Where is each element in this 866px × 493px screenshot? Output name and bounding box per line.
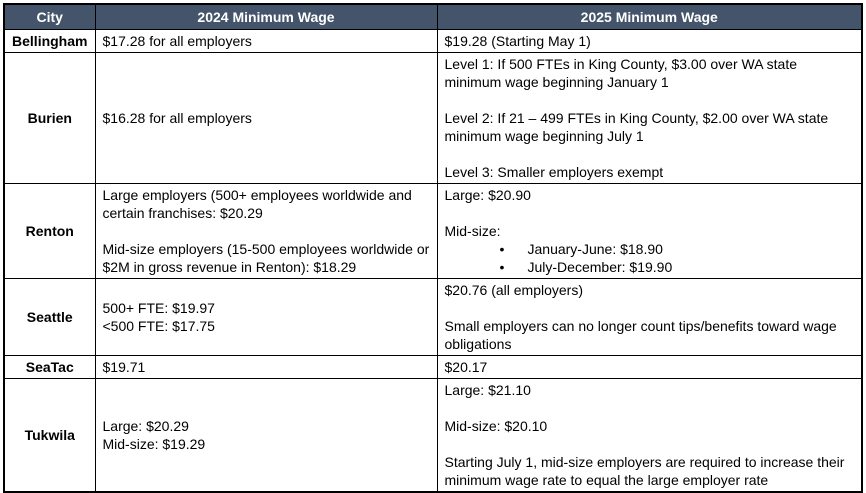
table-row: Tukwila Large: $20.29 Mid-size: $19.29 Larg… bbox=[3, 377, 863, 492]
paragraph-spacer bbox=[445, 91, 856, 109]
cell-paragraph: Starting July 1, mid-size employers are … bbox=[444, 453, 845, 488]
cell-paragraph: Large: $21.10 bbox=[444, 381, 531, 398]
cell-paragraph: Level 3: Smaller employers exempt bbox=[444, 163, 664, 180]
table-row: Renton Large employers (500+ employees wo… bbox=[3, 182, 863, 279]
wage-2024-cell: $17.28 for all employers bbox=[94, 28, 438, 53]
wage-2025-cell: $19.28 (Starting May 1) bbox=[436, 28, 863, 53]
cell-paragraph: $19.28 (Starting May 1) bbox=[444, 32, 591, 49]
header-row: City 2024 Minimum Wage 2025 Minimum Wage bbox=[3, 3, 863, 30]
city-cell: SeaTac bbox=[3, 354, 96, 379]
table-row: Burien $16.28 for all employers Level 1: I… bbox=[3, 51, 863, 184]
cell-paragraph: Large employers (500+ employees worldwid… bbox=[102, 186, 412, 221]
wage-2025-cell: Large: $20.90 Mid-size:January-June: $18.… bbox=[436, 182, 863, 279]
cell-paragraph: $19.71 bbox=[102, 358, 146, 375]
cell-paragraph: Mid-size employers (15-500 employees wor… bbox=[102, 240, 430, 275]
wage-2025-cell: Large: $21.10 Mid-size: $20.10 Starting Ju… bbox=[436, 377, 863, 492]
bullet-list-item: July-December: $19.90 bbox=[445, 258, 856, 276]
city-cell: Burien bbox=[3, 51, 96, 184]
table-body: Bellingham $17.28 for all employers $19.28… bbox=[3, 28, 863, 492]
table-row: Bellingham $17.28 for all employers $19.28… bbox=[3, 28, 863, 53]
wage-2024-cell: Large employers (500+ employees worldwid… bbox=[94, 182, 438, 279]
bullet-list: January-June: $18.90July-December: $19.9… bbox=[445, 240, 856, 276]
wage-2025-cell: Level 1: If 500 FTEs in King County, $3.… bbox=[436, 51, 863, 184]
wage-2024-cell: Large: $20.29 Mid-size: $19.29 bbox=[94, 377, 438, 492]
cell-paragraph: Large: $20.90 bbox=[444, 186, 531, 203]
paragraph-spacer bbox=[445, 145, 856, 163]
column-header-city: City bbox=[3, 3, 96, 30]
cell-paragraph: Small employers can no longer count tips… bbox=[444, 317, 837, 352]
column-header-2024-minimum-wage: 2024 Minimum Wage bbox=[94, 3, 438, 30]
paragraph-spacer bbox=[445, 399, 856, 417]
city-cell: Seattle bbox=[3, 277, 96, 356]
paragraph-spacer bbox=[103, 222, 431, 240]
city-cell: Bellingham bbox=[3, 28, 96, 53]
cell-paragraph: $17.28 for all employers bbox=[102, 32, 252, 49]
table-row: Seattle 500+ FTE: $19.97 <500 FTE: $17.75 $… bbox=[3, 277, 863, 356]
cell-paragraph: 500+ FTE: $19.97 bbox=[102, 299, 215, 316]
paragraph-spacer bbox=[445, 299, 856, 317]
wage-2024-cell: 500+ FTE: $19.97 <500 FTE: $17.75 bbox=[94, 277, 438, 356]
city-cell: Renton bbox=[3, 182, 96, 279]
cell-paragraph: $16.28 for all employers bbox=[102, 109, 252, 126]
cell-paragraph: Mid-size: bbox=[444, 222, 501, 239]
cell-paragraph: Mid-size: $20.10 bbox=[444, 417, 548, 434]
city-cell: Tukwila bbox=[3, 377, 96, 492]
document-page: City 2024 Minimum Wage 2025 Minimum Wage… bbox=[0, 0, 866, 480]
cell-paragraph: $20.17 bbox=[444, 358, 488, 375]
wage-2024-cell: $16.28 for all employers bbox=[94, 51, 438, 184]
minimum-wage-table: City 2024 Minimum Wage 2025 Minimum Wage… bbox=[3, 3, 863, 493]
cell-paragraph: <500 FTE: $17.75 bbox=[102, 317, 215, 334]
cell-paragraph: Level 2: If 21 – 499 FTEs in King County… bbox=[444, 109, 829, 144]
paragraph-spacer bbox=[445, 204, 856, 222]
wage-2025-cell: $20.17 bbox=[436, 354, 863, 379]
paragraph-spacer bbox=[445, 435, 856, 453]
cell-paragraph: Level 1: If 500 FTEs in King County, $3.… bbox=[444, 55, 798, 90]
wage-2025-cell: $20.76 (all employers) Small employers ca… bbox=[436, 277, 863, 356]
table-row: SeaTac $19.71 $20.17 bbox=[3, 354, 863, 379]
cell-paragraph: $20.76 (all employers) bbox=[444, 281, 584, 298]
column-header-2025-minimum-wage: 2025 Minimum Wage bbox=[436, 3, 863, 30]
cell-paragraph: Large: $20.29 bbox=[102, 417, 189, 434]
cell-paragraph: Mid-size: $19.29 bbox=[102, 435, 206, 452]
wage-2024-cell: $19.71 bbox=[94, 354, 438, 379]
bullet-list-item: January-June: $18.90 bbox=[445, 240, 856, 258]
